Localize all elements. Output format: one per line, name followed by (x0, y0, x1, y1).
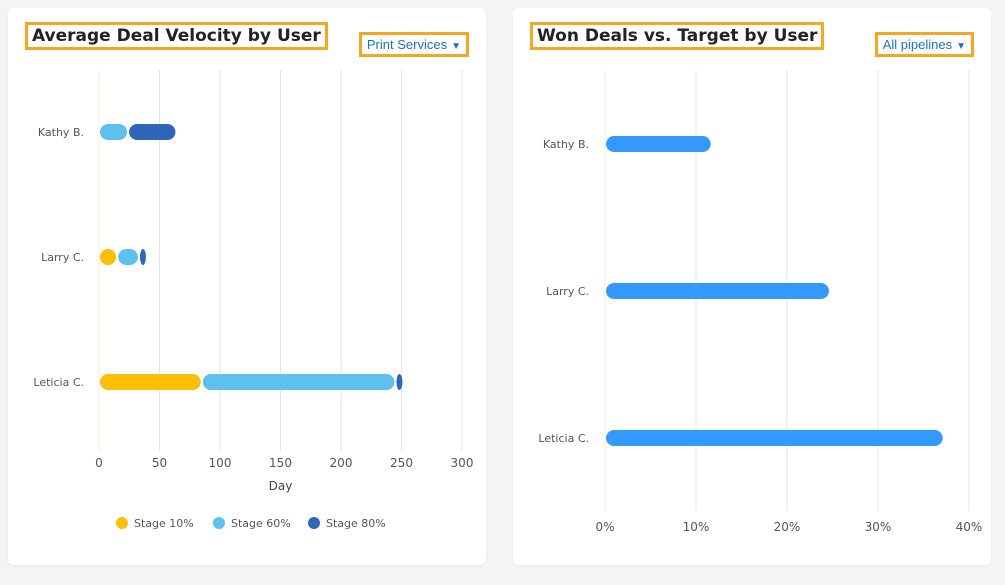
all-pipelines-dropdown[interactable]: All pipelines ▼ (874, 32, 974, 57)
x-axis-label: Day (269, 479, 293, 493)
legend-label-stage-10: Stage 10% (134, 517, 194, 530)
bar-leticia-c (606, 430, 943, 446)
bar-leticia-c-stage-80 (396, 374, 403, 390)
x-tick-label: 10% (683, 520, 710, 534)
bar-leticia-c-stage-60 (202, 374, 395, 390)
legend-label-stage-80: Stage 80% (326, 517, 386, 530)
x-tick-label: 0% (595, 520, 614, 534)
deal-velocity-chart: 0 50 100 150 200 250 300 Day Kathy B. Larry C. Let… (33, 70, 474, 530)
deal-velocity-card: Average Deal Velocity by User Print Serv… (8, 8, 486, 565)
bar-kathy-b-stage-80 (129, 124, 176, 140)
x-tick-label: 150 (269, 456, 292, 470)
x-tick-label: 200 (330, 456, 353, 470)
legend-marker-stage-80 (308, 517, 320, 529)
caret-down-icon: ▼ (956, 41, 966, 52)
legend-label-stage-60: Stage 60% (231, 517, 291, 530)
bar-larry-c-stage-10 (100, 249, 117, 265)
x-tick-label: 300 (451, 456, 474, 470)
category-label: Kathy B. (38, 126, 84, 139)
bar-larry-c-stage-60 (118, 249, 138, 265)
bar-kathy-b-stage-60 (100, 124, 128, 140)
legend-marker-stage-60 (213, 517, 225, 529)
won-deals-chart: 0% 10% 20% 30% 40% Kathy B. Larry C. Leticia C. (538, 70, 983, 534)
bar-larry-c-stage-80 (139, 249, 146, 265)
x-tick-label: 20% (774, 520, 801, 534)
category-label: Larry C. (41, 251, 84, 264)
x-tick-label: 40% (956, 520, 983, 534)
x-tick-label: 50 (152, 456, 167, 470)
pipeline-dropdown-label: Print Services (366, 37, 448, 52)
pipeline-dropdown[interactable]: Print Services ▼ (358, 32, 469, 57)
bar-kathy-b (606, 136, 711, 152)
deal-velocity-title: Average Deal Velocity by User (25, 22, 328, 50)
x-tick-label: 250 (390, 456, 413, 470)
won-deals-title: Won Deals vs. Target by User (530, 22, 825, 50)
bar-larry-c (606, 283, 829, 299)
category-label: Leticia C. (33, 376, 84, 389)
won-deals-card: Won Deals vs. Target by User All pipelin… (513, 8, 991, 565)
caret-down-icon: ▼ (451, 41, 461, 52)
legend-marker-stage-10 (116, 517, 128, 529)
x-tick-label: 30% (865, 520, 892, 534)
all-pipelines-dropdown-label: All pipelines (882, 37, 953, 52)
category-label: Kathy B. (543, 138, 589, 151)
bar-leticia-c-stage-10 (100, 374, 201, 390)
category-label: Leticia C. (538, 432, 589, 445)
x-tick-label: 100 (209, 456, 232, 470)
category-label: Larry C. (546, 285, 589, 298)
x-tick-label: 0 (95, 456, 103, 470)
